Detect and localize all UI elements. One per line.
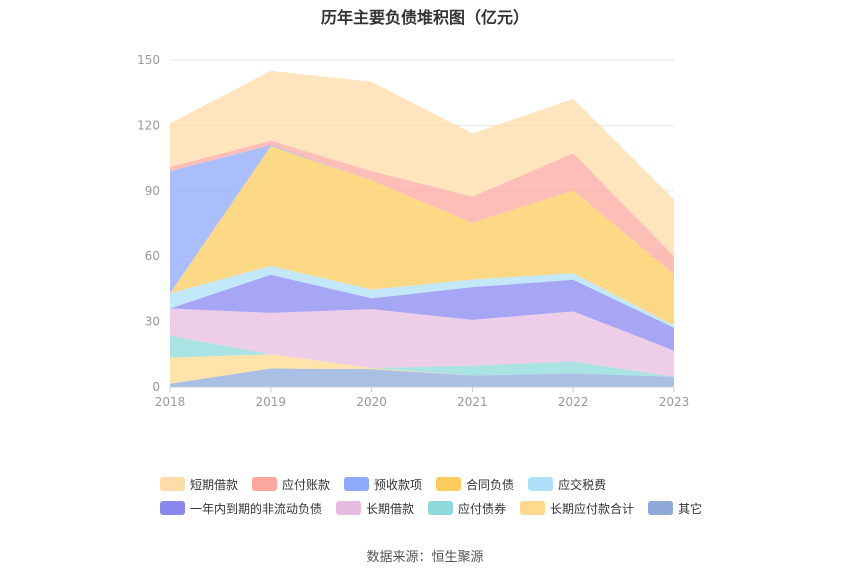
legend-item[interactable]: 应交税费 [528,476,606,493]
chart-title: 历年主要负债堆积图（亿元） [320,8,529,27]
area-series-4 [170,274,674,351]
x-tick-label: 2018 [155,395,186,409]
y-tick-label: 0 [152,380,160,394]
area-series-1 [170,354,674,384]
legend-item[interactable]: 合同负债 [436,476,514,493]
legend-item[interactable]: 长期应付款合计 [520,500,634,517]
legend-item[interactable]: 长期借款 [336,500,414,517]
legend-item[interactable]: 其它 [648,500,702,517]
legend-swatch [528,477,554,491]
x-tick-label: 2023 [659,395,690,409]
legend-item[interactable]: 应付账款 [252,476,330,493]
legend-swatch [648,501,674,515]
legend-label: 应交税费 [558,477,607,492]
area-series-9 [170,70,674,257]
legend-swatch [160,477,185,491]
legend-row: 一年内到期的非流动负债 长期借款 应付债券 长期应付款合计 其它 [160,496,720,520]
y-tick-label: 150 [137,53,160,67]
x-tick-label: 2020 [356,395,387,409]
legend-swatch [520,501,546,515]
legend-label: 预收款项 [374,477,423,492]
legend-label: 短期借款 [190,477,239,492]
legend-item[interactable]: 预收款项 [344,476,422,493]
y-tick-label: 60 [145,249,160,263]
area-series-6 [170,146,674,326]
y-tick-label: 90 [145,184,160,198]
legend-row: 短期借款 应付账款 预收款项 合同负债 应交税费 [160,472,720,496]
legend-item[interactable]: 应付债券 [428,500,506,517]
legend-swatch [436,477,462,491]
area-series-5 [170,266,674,328]
area-series-8 [170,140,674,275]
legend-item[interactable]: 短期借款 [160,476,238,493]
legend: 短期借款 应付账款 预收款项 合同负债 应交税费 一年内到期的非流动负债 长期借款 应付债券… [160,472,720,520]
data-source: 数据来源：恒生聚源 [366,550,484,565]
legend-swatch [336,501,362,515]
legend-label: 应付债券 [458,501,507,516]
legend-label: 一年内到期的非流动负债 [190,501,323,516]
area-series-3 [170,308,674,377]
area-series-7 [170,145,674,294]
legend-label: 长期借款 [366,501,415,516]
y-tick-label: 120 [137,118,160,132]
x-tick-label: 2021 [457,395,488,409]
legend-label: 应付账款 [282,477,331,492]
stacked-area-chart: 0 30 60 90 120 150 2018 2019 2020 2021 2022 2023 [137,53,690,409]
legend-label: 合同负债 [466,477,515,492]
area-series-2 [170,335,674,377]
legend-label: 其它 [678,501,703,516]
legend-swatch [428,501,454,515]
x-tick-label: 2019 [256,395,287,409]
x-tick-label: 2022 [558,395,589,409]
legend-swatch [344,477,370,491]
area-series-0 [170,368,674,387]
y-tick-label: 30 [145,315,160,329]
legend-swatch [160,501,185,515]
legend-label: 长期应付款合计 [550,501,635,516]
legend-item[interactable]: 一年内到期的非流动负债 [160,500,322,517]
legend-swatch [252,477,278,491]
